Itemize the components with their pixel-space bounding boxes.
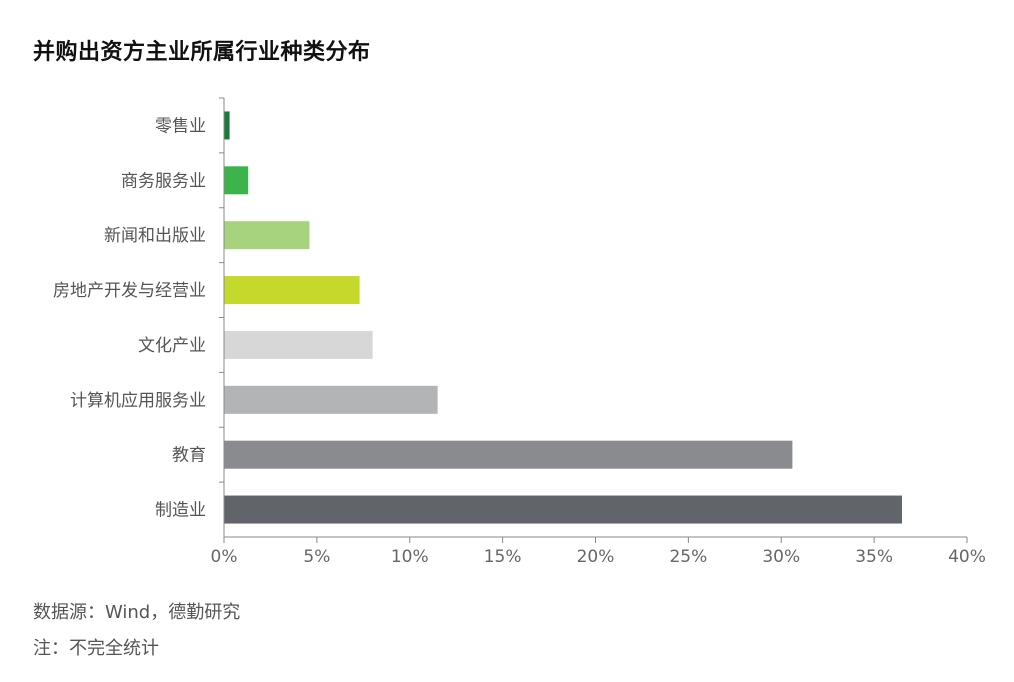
x-tick-label-6: 25% bbox=[669, 547, 707, 567]
bars-group bbox=[224, 111, 902, 524]
bar-3 bbox=[224, 221, 310, 250]
bar-5 bbox=[224, 330, 373, 359]
category-label-1: 零售业 bbox=[155, 116, 206, 136]
x-tick-label-2: 5% bbox=[303, 547, 330, 567]
x-tick-labels: 0% 5% 10% 15% 20% 25% 30% 35% 40% bbox=[211, 547, 986, 567]
category-label-2: 商务服务业 bbox=[121, 171, 206, 191]
x-tick-label-5: 20% bbox=[577, 547, 615, 567]
x-tick-label-1: 0% bbox=[211, 547, 238, 567]
bar-chart: 零售业商务服务业新闻和出版业房地产开发与经营业文化产业计算机应用服务业教育制造业… bbox=[53, 97, 986, 567]
axes-group bbox=[219, 97, 968, 543]
bar-4 bbox=[224, 276, 360, 305]
category-label-6: 计算机应用服务业 bbox=[70, 391, 206, 411]
source-note: 数据源：Wind，德勤研究 bbox=[33, 602, 241, 623]
category-label-4: 房地产开发与经营业 bbox=[53, 281, 206, 301]
bar-2 bbox=[224, 166, 249, 195]
category-label-5: 文化产业 bbox=[138, 336, 206, 356]
x-tick-label-9: 40% bbox=[948, 547, 986, 567]
bar-1 bbox=[224, 111, 230, 140]
bar-8 bbox=[224, 495, 902, 524]
x-tick-label-7: 30% bbox=[762, 547, 800, 567]
category-label-8: 制造业 bbox=[155, 501, 206, 521]
bar-6 bbox=[224, 385, 438, 414]
chart-title: 并购出资方主业所属行业种类分布 bbox=[33, 40, 371, 65]
footnote: 注：不完全统计 bbox=[33, 638, 159, 659]
x-tick-label-3: 10% bbox=[391, 547, 429, 567]
x-tick-label-8: 35% bbox=[855, 547, 893, 567]
category-label-3: 新闻和出版业 bbox=[104, 226, 206, 246]
x-tick-label-4: 15% bbox=[484, 547, 522, 567]
bar-7 bbox=[224, 440, 793, 469]
category-label-7: 教育 bbox=[172, 446, 206, 466]
